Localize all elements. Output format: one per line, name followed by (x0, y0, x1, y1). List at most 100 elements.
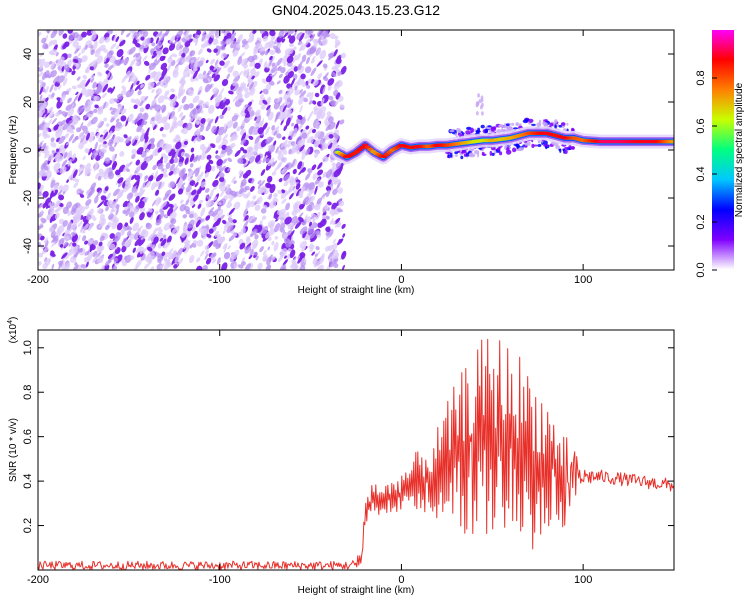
noise-speckle (187, 170, 194, 177)
noise-speckle (280, 169, 285, 174)
colorbar-segment (712, 156, 734, 159)
noise-speckle (151, 42, 156, 47)
colorbar-segment (712, 136, 734, 139)
signal-scatter (518, 147, 524, 151)
colorbar-segment (712, 66, 734, 69)
noise-speckle (69, 248, 73, 253)
noise-speckle (92, 254, 98, 263)
noise-speckle (145, 180, 152, 188)
noise-speckle (331, 66, 338, 72)
noise-speckle (109, 233, 115, 239)
noise-speckle (327, 78, 335, 86)
noise-speckle (299, 252, 306, 259)
noise-speckle (240, 181, 244, 189)
noise-speckle (50, 30, 58, 39)
noise-speckle (81, 55, 88, 63)
noise-speckle (300, 73, 306, 80)
colorbar-segment (712, 134, 734, 137)
noise-speckle (61, 252, 68, 260)
noise-speckle (150, 266, 154, 270)
noise-speckle (44, 145, 49, 155)
noise-speckle (38, 191, 42, 197)
noise-speckle (64, 41, 70, 48)
noise-speckle (178, 91, 183, 97)
noise-speckle (209, 83, 213, 90)
noise-speckle (278, 30, 285, 39)
noise-speckle (159, 210, 165, 220)
noise-speckle (90, 49, 95, 56)
noise-speckle (310, 215, 315, 220)
noise-speckle (243, 134, 250, 140)
noise-speckle (253, 71, 260, 78)
noise-speckle (277, 189, 283, 195)
noise-speckle (200, 118, 206, 124)
colorbar-segment (712, 82, 734, 85)
signal-scatter (531, 143, 535, 148)
noise-speckle (269, 58, 273, 67)
noise-speckle (222, 97, 227, 103)
noise-speckle (193, 61, 199, 68)
noise-speckle (289, 192, 294, 200)
noise-speckle (174, 151, 179, 159)
colorbar-segment (712, 256, 734, 259)
noise-speckle (321, 142, 328, 150)
noise-speckle (114, 169, 121, 176)
noise-speckle (86, 30, 94, 36)
noise-speckle (295, 265, 299, 270)
signal-scatter (506, 125, 512, 131)
signal-scatter (537, 144, 542, 147)
noise-speckle (332, 242, 338, 250)
noise-speckle (209, 207, 215, 213)
noise-speckle (257, 43, 263, 48)
noise-speckle (76, 76, 81, 81)
noise-speckle (287, 109, 292, 117)
noise-speckle (233, 201, 241, 210)
noise-speckle (164, 75, 170, 85)
noise-speckle (79, 193, 85, 198)
signal-scatter (449, 129, 455, 133)
colorbar-segment (712, 202, 734, 205)
colorbar-segment (712, 154, 734, 157)
noise-speckle (51, 92, 55, 98)
colorbar-segment (712, 84, 734, 87)
noise-speckle (200, 207, 206, 217)
noise-speckle (66, 179, 69, 183)
colorbar-segment (712, 46, 734, 49)
noise-speckle (144, 135, 149, 144)
noise-speckle (295, 188, 302, 197)
noise-speckle (181, 38, 187, 43)
colorbar-segment (712, 164, 734, 167)
signal-scatter (478, 99, 482, 104)
noise-speckle (58, 30, 65, 36)
noise-speckle (72, 264, 79, 270)
noise-speckle (285, 202, 291, 211)
noise-speckle (90, 32, 97, 42)
noise-speckle (289, 229, 295, 239)
noise-speckle (238, 158, 244, 164)
colorbar-segment (712, 44, 734, 47)
noise-speckle (231, 114, 239, 122)
noise-speckle (227, 195, 235, 204)
noise-speckle (215, 67, 222, 75)
noise-speckle (196, 174, 202, 183)
noise-speckle (185, 122, 193, 131)
noise-speckle (194, 167, 200, 177)
noise-speckle (178, 188, 184, 195)
noise-speckle (202, 78, 209, 84)
noise-speckle (91, 116, 98, 125)
colorbar-segment (712, 196, 734, 199)
noise-speckle (236, 86, 243, 95)
noise-speckle (49, 217, 53, 223)
noise-speckle (222, 53, 228, 58)
noise-speckle (38, 184, 44, 193)
noise-speckle (314, 185, 318, 195)
colorbar-segment (712, 38, 734, 41)
noise-speckle (49, 84, 54, 93)
noise-speckle (183, 140, 188, 146)
signal-scatter (531, 123, 536, 126)
noise-speckle (133, 104, 138, 110)
noise-speckle (262, 204, 268, 209)
signal-scatter (480, 98, 484, 103)
colorbar-tick-label: 0.0 (695, 262, 707, 277)
noise-speckle (192, 107, 199, 116)
